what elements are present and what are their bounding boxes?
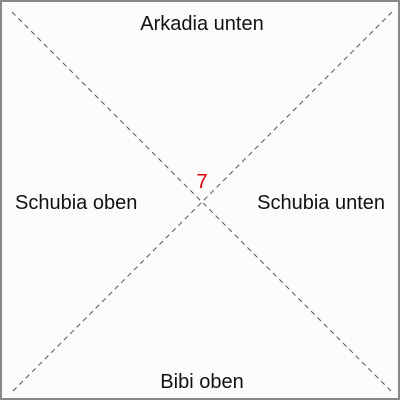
bottom-label: Bibi oben xyxy=(160,371,244,393)
center-number: 7 xyxy=(196,171,208,193)
left-label: Schubia oben xyxy=(15,192,138,214)
right-label: Schubia unten xyxy=(257,192,385,214)
top-label: Arkadia unten xyxy=(140,13,264,35)
